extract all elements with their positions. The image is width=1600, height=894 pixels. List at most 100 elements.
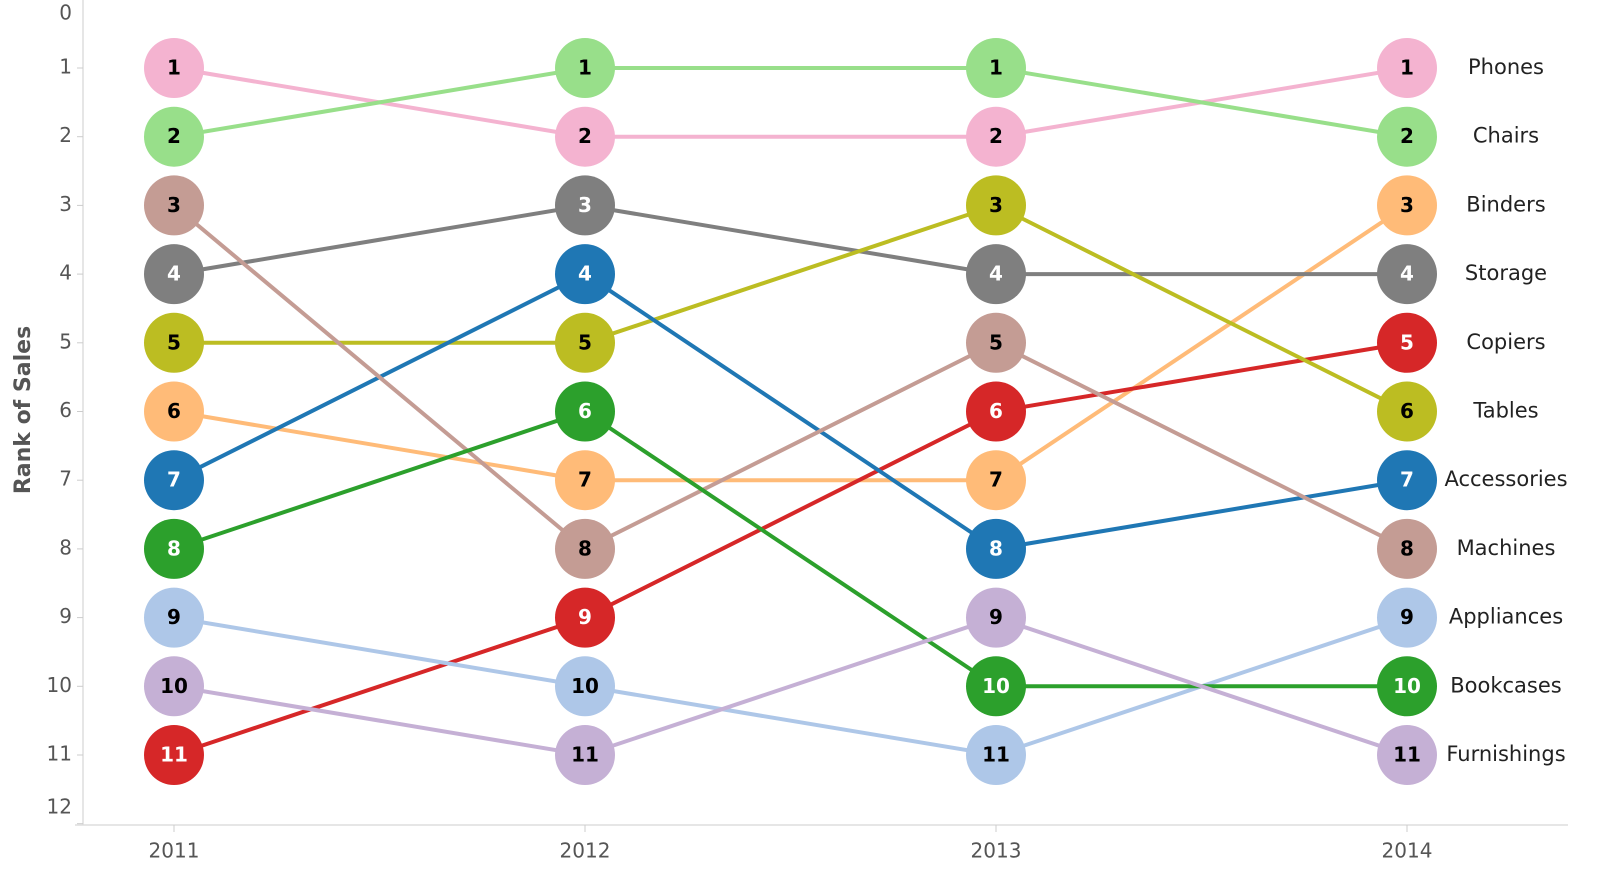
rank-label: 7 <box>1400 468 1414 492</box>
rank-label: 10 <box>982 674 1010 698</box>
rank-label: 9 <box>989 605 1003 629</box>
y-tick-label: 7 <box>59 467 72 491</box>
series-line <box>173 203 1407 277</box>
rank-marker <box>1377 106 1437 167</box>
rank-label: 4 <box>1400 262 1414 286</box>
rank-label: 1 <box>578 56 592 80</box>
y-axis-title: Rank of Sales <box>11 326 36 494</box>
rank-marker <box>966 587 1026 648</box>
rank-label: 5 <box>1400 330 1414 354</box>
rank-marker <box>144 175 204 236</box>
rank-label: 11 <box>1393 743 1421 767</box>
rank-marker <box>144 244 204 305</box>
rank-label: 2 <box>1400 124 1414 148</box>
rank-marker <box>1377 518 1437 579</box>
rank-label: 9 <box>578 605 592 629</box>
rank-marker <box>966 244 1026 305</box>
rank-label: 1 <box>167 56 181 80</box>
rank-marker <box>555 38 615 98</box>
x-tick-label: 2014 <box>1382 839 1433 863</box>
rank-marker <box>144 725 204 785</box>
rank-marker <box>966 725 1026 785</box>
rank-marker <box>144 656 204 717</box>
rank-label: 3 <box>989 193 1003 217</box>
series-label: Bookcases <box>1450 673 1561 697</box>
series-line <box>173 203 1409 483</box>
series-label: Machines <box>1457 536 1556 560</box>
rank-label: 6 <box>578 399 592 423</box>
rank-label: 2 <box>578 124 592 148</box>
rank-label: 2 <box>167 124 181 148</box>
rank-marker <box>555 312 615 373</box>
rank-marker <box>144 587 204 648</box>
series-line <box>173 66 1408 139</box>
series-line <box>173 66 1408 139</box>
series-label: Furnishings <box>1446 742 1565 766</box>
rank-marker <box>1377 450 1437 511</box>
rank-label: 6 <box>167 399 181 423</box>
rank-label: 3 <box>578 193 592 217</box>
rank-label: 7 <box>578 468 592 492</box>
rank-label: 11 <box>571 743 599 767</box>
rank-marker <box>966 518 1026 579</box>
y-tick-label: 12 <box>47 795 72 819</box>
rank-label: 5 <box>167 330 181 354</box>
rank-marker <box>1377 244 1437 305</box>
series-label: Appliances <box>1449 605 1563 629</box>
rank-marker <box>966 312 1026 373</box>
x-tick-label: 2013 <box>971 839 1022 863</box>
y-tick-label: 0 <box>59 1 72 25</box>
rank-marker <box>144 518 204 579</box>
rank-marker <box>966 450 1026 511</box>
rank-label: 7 <box>167 468 181 492</box>
rank-label: 4 <box>167 262 181 286</box>
rank-marker <box>966 175 1026 236</box>
rank-marker <box>555 450 615 511</box>
rank-label: 11 <box>982 743 1010 767</box>
rank-label: 10 <box>160 674 188 698</box>
series-label: Chairs <box>1473 124 1539 148</box>
series-line <box>173 409 1407 689</box>
rank-marker <box>555 175 615 236</box>
rank-marker <box>555 725 615 785</box>
y-tick-label: 2 <box>59 123 72 147</box>
rank-label: 6 <box>1400 399 1414 423</box>
rank-label: 5 <box>578 330 592 354</box>
y-tick-label: 8 <box>59 535 72 559</box>
rank-label: 5 <box>989 330 1003 354</box>
rank-label: 9 <box>1400 605 1414 629</box>
rank-label: 3 <box>167 193 181 217</box>
rank-label: 1 <box>1400 56 1414 80</box>
rank-label: 6 <box>989 399 1003 423</box>
series-label: Storage <box>1465 261 1547 285</box>
series-label: Phones <box>1468 55 1544 79</box>
series-label: Accessories <box>1444 467 1567 491</box>
rank-marker <box>1377 656 1437 717</box>
rank-marker <box>144 312 204 373</box>
y-tick-label: 10 <box>47 673 72 697</box>
rank-label: 4 <box>989 262 1003 286</box>
series-line <box>173 340 1408 757</box>
y-tick-label: 5 <box>59 329 72 353</box>
y-tick-label: 11 <box>47 742 72 766</box>
rank-label: 3 <box>1400 193 1414 217</box>
series-label: Binders <box>1466 192 1545 216</box>
y-tick-label: 3 <box>59 192 72 216</box>
y-tick-label: 1 <box>59 55 72 79</box>
rank-label: 8 <box>1400 536 1414 560</box>
y-tick-label: 4 <box>59 261 72 285</box>
rank-marker <box>1377 587 1437 648</box>
rank-marker <box>966 106 1026 167</box>
rank-marker <box>966 656 1026 717</box>
rank-label: 7 <box>989 468 1003 492</box>
series-label: Copiers <box>1466 330 1545 354</box>
rank-marker <box>1377 381 1437 442</box>
y-tick-label: 6 <box>59 398 72 422</box>
rank-marker <box>555 656 615 717</box>
series-line <box>173 271 1408 552</box>
rank-label: 8 <box>167 536 181 560</box>
rank-marker <box>144 450 204 511</box>
rank-marker <box>144 106 204 167</box>
series-line <box>173 615 1408 758</box>
rank-marker <box>555 106 615 167</box>
